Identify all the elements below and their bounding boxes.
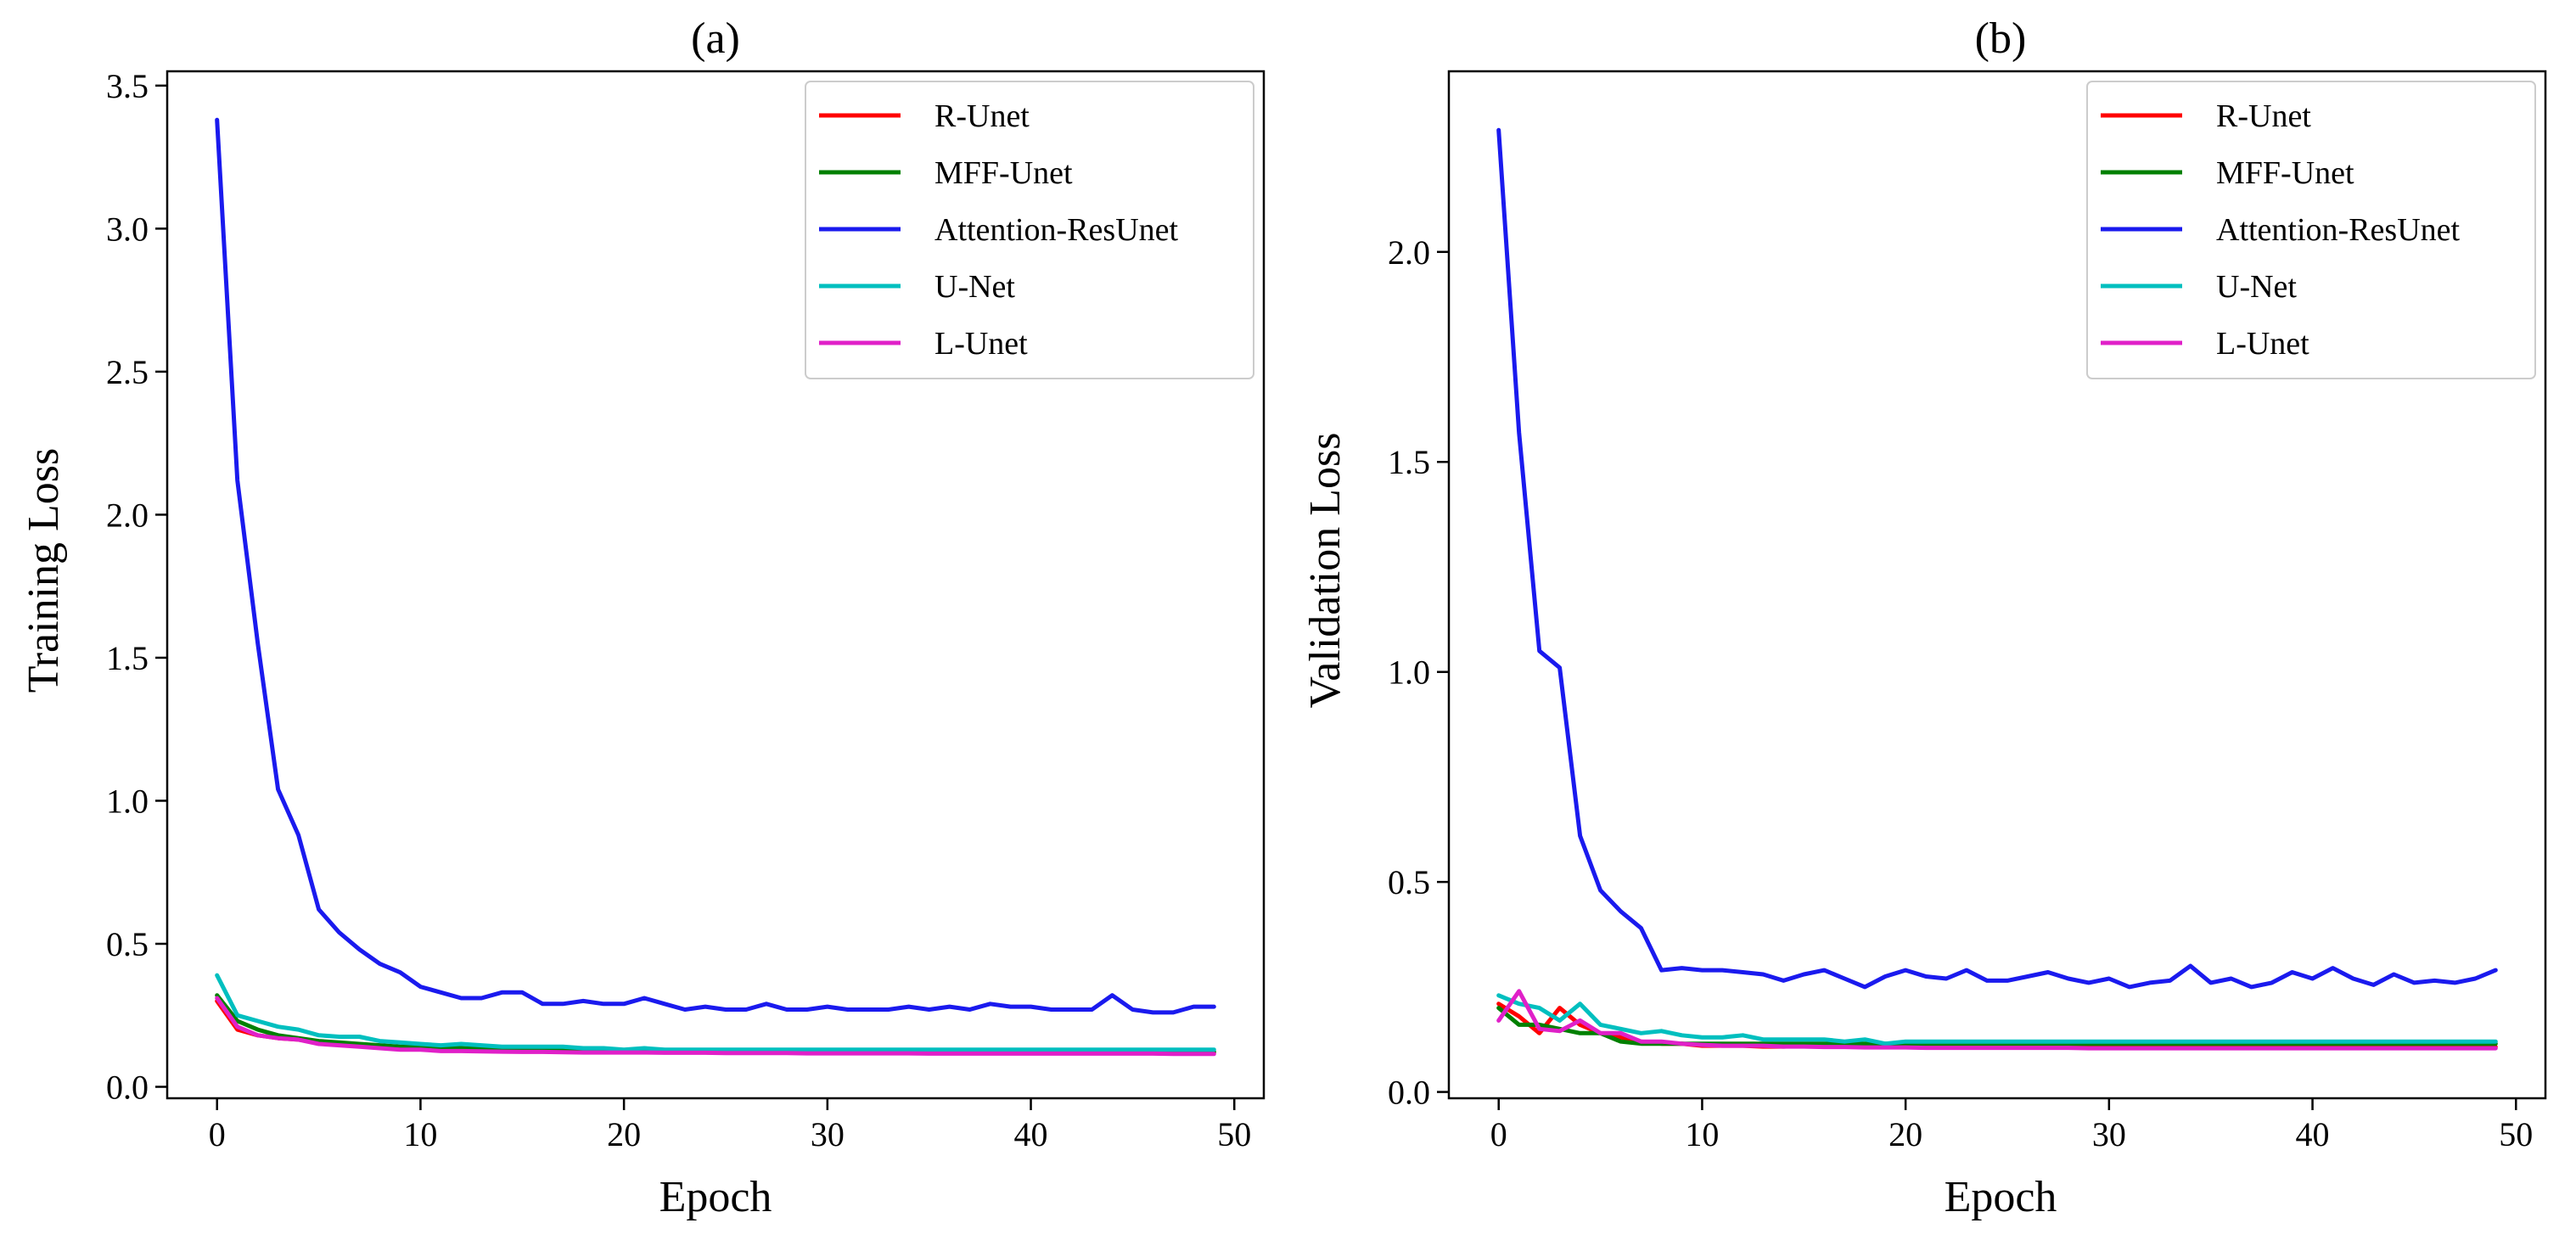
figure: (a) Epoch Training Loss R-Unet MFF-Unet At…: [0, 0, 2576, 1240]
x-tick-label-a-2: 20: [607, 1115, 641, 1153]
chart-title-a: (a): [691, 14, 740, 63]
x-tick-label-a-1: 10: [403, 1115, 437, 1153]
y-axis-label-b: Validation Loss: [1301, 433, 1350, 709]
chart-title-b: (b): [1975, 14, 2027, 63]
y-tick-label-a-6: 3.0: [106, 210, 149, 248]
y-tick-label-b-3: 1.5: [1388, 443, 1430, 481]
x-tick-label-b-1: 10: [1685, 1115, 1719, 1153]
legend-label-b-4: L-Unet: [2216, 326, 2309, 362]
y-tick-label-a-7: 3.5: [106, 67, 149, 105]
x-tick-label-b-5: 50: [2499, 1115, 2533, 1153]
legend-label-a-3: U-Net: [934, 269, 1015, 305]
legend-label-a-4: L-Unet: [934, 326, 1028, 362]
y-tick-label-a-2: 1.0: [106, 782, 149, 820]
y-tick-label-a-3: 1.5: [106, 639, 149, 677]
legend-label-b-0: R-Unet: [2216, 98, 2311, 134]
x-tick-label-b-2: 20: [1889, 1115, 1922, 1153]
legend-label-a-0: R-Unet: [934, 98, 1030, 134]
x-tick-label-b-4: 40: [2296, 1115, 2330, 1153]
y-tick-label-a-5: 2.5: [106, 353, 149, 391]
legend-label-a-1: MFF-Unet: [934, 155, 1073, 191]
x-tick-label-a-0: 0: [209, 1115, 226, 1153]
y-tick-label-b-1: 0.5: [1388, 863, 1430, 901]
x-tick-label-b-0: 0: [1490, 1115, 1507, 1153]
x-axis-label-b: Epoch: [1945, 1173, 2057, 1221]
legend-label-b-3: U-Net: [2216, 269, 2297, 305]
y-tick-label-a-0: 0.0: [106, 1069, 149, 1107]
y-axis-label-a: Training Loss: [20, 448, 68, 693]
x-tick-label-a-4: 40: [1014, 1115, 1048, 1153]
y-tick-label-b-2: 1.0: [1388, 654, 1430, 692]
x-axis-label-a: Epoch: [659, 1173, 772, 1221]
x-tick-label-a-5: 50: [1217, 1115, 1251, 1153]
legend-a: R-Unet MFF-Unet Attention-ResUnet U-Net L-Un…: [805, 81, 1254, 379]
legend-b: R-Unet MFF-Unet Attention-ResUnet U-Net L-Un…: [2087, 81, 2535, 379]
y-tick-label-b-0: 0.0: [1388, 1074, 1430, 1112]
y-tick-label-a-1: 0.5: [106, 925, 149, 963]
x-tick-label-a-3: 30: [811, 1115, 845, 1153]
legend-label-a-2: Attention-ResUnet: [934, 212, 1179, 248]
x-tick-label-b-3: 30: [2092, 1115, 2126, 1153]
legend-label-b-2: Attention-ResUnet: [2216, 212, 2461, 248]
legend-label-b-1: MFF-Unet: [2216, 155, 2354, 191]
y-tick-label-a-4: 2.0: [106, 496, 149, 534]
y-tick-label-b-4: 2.0: [1388, 233, 1430, 272]
